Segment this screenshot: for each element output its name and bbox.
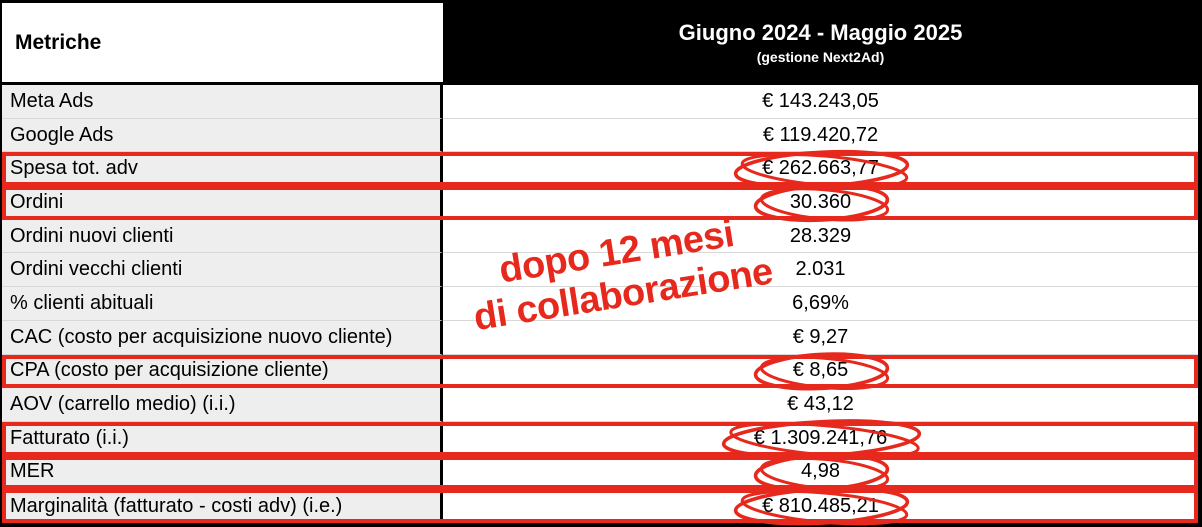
table-row: Google Ads € 119.420,72 [2,118,1198,153]
table-header-row: Metriche Giugno 2024 - Maggio 2025 (gest… [2,3,1198,85]
metric-value: € 262.663,77 [443,152,1198,187]
metric-value: € 43,12 [443,388,1198,422]
metric-value: 30.360 [443,186,1198,220]
table-row: CPA (costo per acquisizione cliente) € 8… [2,354,1198,389]
table-row: MER 4,98 [2,455,1198,490]
metric-value: € 1.309.241,76 [443,421,1198,456]
table-row: Marginalità (fatturato - costi adv) (i.e… [2,489,1198,523]
metric-label: CAC (costo per acquisizione nuovo client… [2,320,443,355]
metric-value: 6,69% [443,287,1198,321]
metric-label: Ordini vecchi clienti [2,253,443,288]
metric-value: 2.031 [443,253,1198,288]
table-row: Meta Ads € 143.243,05 [2,85,1198,119]
metric-label: Ordini nuovi clienti [2,219,443,254]
metric-value: € 9,27 [443,320,1198,355]
period-subtitle: (gestione Next2Ad) [756,49,885,66]
metric-label: Fatturato (i.i.) [2,421,443,456]
metric-value: € 810.485,21 [443,489,1198,523]
metric-value: 28.329 [443,219,1198,254]
metric-label: MER [2,455,443,490]
metric-value: € 119.420,72 [443,118,1198,153]
table-body: Meta Ads € 143.243,05 Google Ads € 119.4… [2,85,1198,523]
metric-label: Meta Ads [2,85,443,119]
table-row: % clienti abituali 6,69% [2,287,1198,321]
period-column-header: Giugno 2024 - Maggio 2025 (gestione Next… [443,3,1198,82]
metric-label: % clienti abituali [2,287,443,321]
table-row: Ordini nuovi clienti 28.329 [2,219,1198,254]
metric-label: CPA (costo per acquisizione cliente) [2,354,443,389]
table-row: Ordini vecchi clienti 2.031 [2,253,1198,288]
metric-label: Ordini [2,186,443,220]
metric-label: Spesa tot. adv [2,152,443,187]
table-row: Spesa tot. adv € 262.663,77 [2,152,1198,187]
metrics-column-header: Metriche [2,3,443,82]
metric-value: 4,98 [443,455,1198,490]
metric-label: AOV (carrello medio) (i.i.) [2,388,443,422]
metric-label: Marginalità (fatturato - costi adv) (i.e… [2,489,443,523]
table-row: CAC (costo per acquisizione nuovo client… [2,320,1198,355]
metric-label: Google Ads [2,118,443,153]
table-row: Ordini 30.360 [2,186,1198,220]
metric-value: € 143.243,05 [443,85,1198,119]
table-row: AOV (carrello medio) (i.i.) € 43,12 [2,388,1198,422]
metric-value: € 8,65 [443,354,1198,389]
period-title: Giugno 2024 - Maggio 2025 [678,19,963,45]
table-row: Fatturato (i.i.) € 1.309.241,76 [2,421,1198,456]
